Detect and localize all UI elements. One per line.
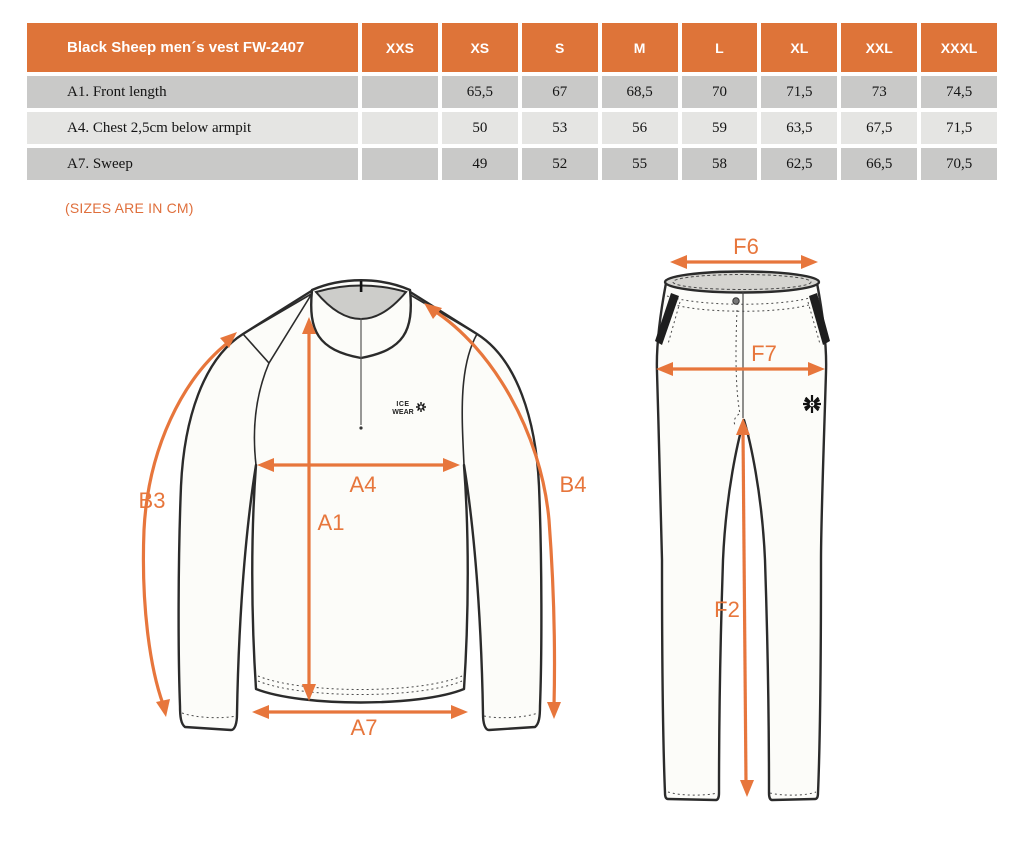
label-f2: F2	[714, 597, 740, 622]
value-cell: 65,5	[441, 76, 518, 108]
value-cell: 62,5	[761, 148, 838, 180]
value-cell: 56	[601, 112, 678, 144]
snowflake-icon	[416, 402, 426, 412]
value-cell: 67,5	[841, 112, 918, 144]
value-cell: 52	[521, 148, 598, 180]
raglan-seam-left	[253, 362, 270, 466]
size-header-l: L	[681, 23, 758, 72]
shoulder-seam-left	[241, 292, 314, 365]
value-cell: 53	[521, 112, 598, 144]
row-label: A7. Sweep	[27, 148, 358, 180]
shoulder-seam-right	[406, 292, 478, 335]
logo-line1: ICE	[396, 401, 409, 408]
value-cell	[362, 76, 438, 108]
hem-stitching	[257, 675, 463, 690]
hem-stitching-left	[667, 791, 718, 796]
units-note: (SIZES ARE IN CM)	[65, 200, 194, 216]
measure-f7: F7	[656, 341, 825, 376]
measure-f2: F2	[714, 418, 754, 797]
pullover-body	[177, 280, 543, 732]
label-a7: A7	[351, 715, 378, 740]
measure-a1: A1	[302, 317, 344, 701]
measure-a7: A7	[252, 705, 468, 740]
value-cell	[362, 112, 438, 144]
value-cell: 70,5	[921, 148, 997, 180]
measure-b4: B4	[424, 303, 586, 719]
pants-diagram: F6 F7 F2	[655, 234, 830, 802]
table-title: Black Sheep men´s vest FW-2407	[27, 23, 358, 72]
snowflake-icon	[803, 395, 821, 413]
size-header-xxxl: XXXL	[921, 23, 997, 72]
waist-button	[732, 297, 740, 305]
raglan-seam-right	[461, 333, 478, 466]
value-cell: 67	[521, 76, 598, 108]
label-b4: B4	[560, 472, 587, 497]
size-header-m: M	[601, 23, 678, 72]
zipper-top	[359, 281, 363, 292]
value-cell: 49	[441, 148, 518, 180]
value-cell: 58	[681, 148, 758, 180]
value-cell: 55	[601, 148, 678, 180]
size-header-s: S	[521, 23, 598, 72]
fly-stitching	[735, 309, 741, 415]
label-a1: A1	[318, 510, 345, 535]
value-cell: 70	[681, 76, 758, 108]
value-cell: 50	[441, 112, 518, 144]
label-a4: A4	[350, 472, 377, 497]
value-cell: 74,5	[921, 76, 997, 108]
fly-hook	[733, 413, 740, 426]
waist-inner-stitch	[672, 274, 812, 290]
logo-line2: WEAR	[392, 409, 413, 416]
collar-inside	[314, 284, 408, 320]
value-cell	[362, 148, 438, 180]
icewear-logo: ICE WEAR	[392, 401, 426, 416]
size-header-xxs: XXS	[362, 23, 438, 72]
size-header-xs: XS	[441, 23, 518, 72]
size-table: Black Sheep men´s vest FW-2407 XXS XS S …	[27, 23, 997, 180]
value-cell: 73	[841, 76, 918, 108]
pocket-stitch-left	[667, 301, 681, 345]
pocket-stitch-right	[807, 301, 821, 345]
pocket-left	[655, 293, 679, 345]
size-header-xl: XL	[761, 23, 838, 72]
pocket-right	[809, 293, 830, 345]
label-b3: B3	[139, 488, 166, 513]
value-cell: 68,5	[601, 76, 678, 108]
pants-body	[655, 281, 828, 802]
zipper-pull	[359, 426, 363, 430]
value-cell: 66,5	[841, 148, 918, 180]
label-f7: F7	[751, 341, 777, 366]
hem-stitching	[257, 680, 463, 695]
measure-a4: A4	[257, 458, 460, 497]
value-cell: 71,5	[921, 112, 997, 144]
size-header-xxl: XXL	[841, 23, 918, 72]
row-label: A4. Chest 2,5cm below armpit	[27, 112, 358, 144]
measure-b3: B3	[139, 332, 237, 717]
pullover-diagram: ICE WEAR A1 A4	[139, 279, 586, 740]
row-label: A1. Front length	[27, 76, 358, 108]
waist-opening	[663, 270, 821, 294]
value-cell: 63,5	[761, 112, 838, 144]
value-cell: 71,5	[761, 76, 838, 108]
measure-f6: F6	[670, 234, 818, 269]
label-f6: F6	[733, 234, 759, 259]
cuff-stitching-right	[483, 712, 539, 719]
cuff-stitching-left	[181, 712, 237, 719]
value-cell: 59	[681, 112, 758, 144]
